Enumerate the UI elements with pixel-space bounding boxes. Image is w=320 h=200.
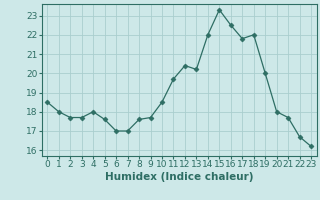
X-axis label: Humidex (Indice chaleur): Humidex (Indice chaleur) (105, 172, 253, 182)
